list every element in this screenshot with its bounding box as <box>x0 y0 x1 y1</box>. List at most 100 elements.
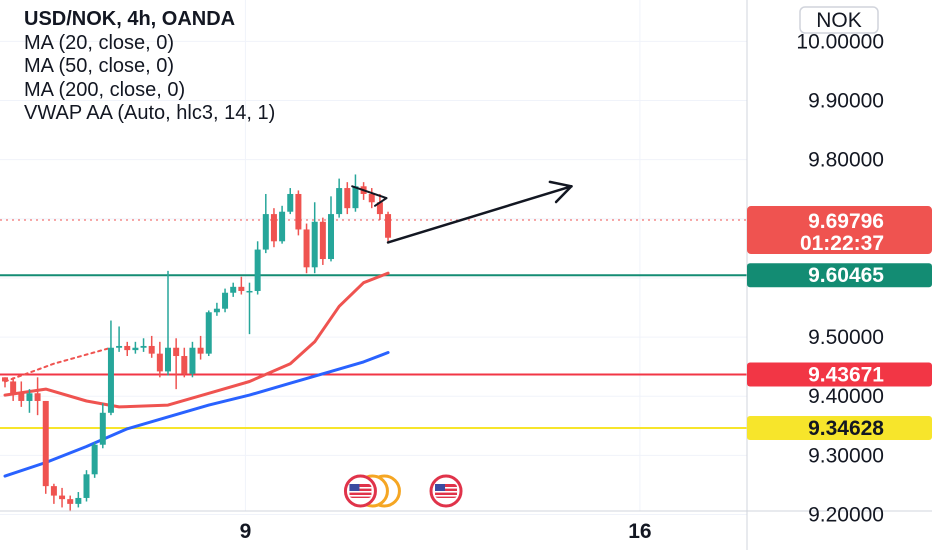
candle-body <box>352 186 359 209</box>
level-label-text: 9.34628 <box>808 417 884 440</box>
vwap-dotted-line <box>4 346 112 383</box>
candle-body <box>385 214 392 238</box>
trend-arrow-line <box>386 185 573 244</box>
candle-body <box>246 290 253 293</box>
chart-legend: USD/NOK, 4h, OANDA MA (20, close, 0) MA … <box>24 8 275 126</box>
candle-body <box>116 345 123 348</box>
level-label: 9.43671 <box>747 362 932 387</box>
level-label: 9.60465 <box>747 263 932 288</box>
candle-body <box>311 221 318 268</box>
last-price-value: 9.69796 <box>808 210 884 233</box>
candle-body <box>124 345 131 351</box>
candle-body <box>262 214 269 250</box>
currency-badge[interactable]: NOK <box>799 6 879 34</box>
candle-body <box>173 347 180 357</box>
price-tick-label: 9.50000 <box>808 326 884 349</box>
candle-body <box>222 292 229 309</box>
symbol-title[interactable]: USD/NOK, 4h, OANDA <box>24 8 236 30</box>
flag-stripe <box>435 491 458 493</box>
level-label-text: 9.43671 <box>808 364 884 387</box>
candle-body <box>303 229 310 268</box>
candle-body <box>26 393 33 401</box>
indicator-vwap[interactable]: VWAP AA (Auto, hlc3, 14, 1) <box>24 102 276 124</box>
time-tick-label: 9 <box>240 520 252 543</box>
candle-body <box>295 193 302 230</box>
price-tick-label: 9.80000 <box>808 149 884 172</box>
candle-body <box>319 221 326 260</box>
candle-body <box>344 188 351 209</box>
grid-lines <box>0 0 747 516</box>
flag-stripe <box>435 495 458 497</box>
flag-canton <box>349 484 360 491</box>
candle-body <box>213 308 220 313</box>
ma50-line <box>3 351 390 478</box>
ma20-line <box>3 271 390 409</box>
drawings <box>351 180 573 244</box>
candle-body <box>10 381 17 394</box>
last-price-bg <box>747 206 932 255</box>
candle-body <box>270 214 277 242</box>
short-arrow-line <box>351 185 388 200</box>
candle-body <box>189 347 196 374</box>
candle-body <box>376 202 383 215</box>
moving-averages <box>3 271 390 478</box>
candle-body <box>132 347 139 351</box>
candle-body <box>75 497 82 504</box>
currency-badge-box <box>799 6 879 34</box>
candle-body <box>91 444 98 475</box>
event-markers <box>343 474 463 508</box>
candle-body <box>328 214 334 260</box>
short-arrow-head <box>374 197 388 207</box>
candle-body <box>279 211 286 242</box>
flag-stripe <box>435 487 458 489</box>
indicator-ma50[interactable]: MA (50, close, 0) <box>24 55 175 77</box>
flag-stripe <box>349 491 372 493</box>
flag-stripe <box>349 495 372 497</box>
price-tick-label: 9.20000 <box>808 504 884 527</box>
candle-body <box>148 345 155 354</box>
candle-body <box>197 347 204 354</box>
candle-body <box>67 499 74 504</box>
level-label-bg <box>747 263 932 288</box>
candle-body <box>34 393 41 401</box>
candle-body <box>140 345 147 348</box>
candles <box>2 174 392 512</box>
level-label-text: 9.60465 <box>808 264 884 287</box>
candle-body <box>254 249 261 291</box>
us-flag-icon <box>429 474 463 508</box>
flag-stripe <box>349 487 372 489</box>
candle-body <box>42 400 49 487</box>
price-tick-label: 9.30000 <box>808 444 884 467</box>
indicator-ma200[interactable]: MA (200, close, 0) <box>24 78 186 101</box>
candle-body <box>2 377 8 382</box>
currency-badge-label: NOK <box>816 9 862 32</box>
candle-body <box>99 412 106 445</box>
candle-body <box>83 474 90 498</box>
countdown-timer: 01:22:37 <box>800 232 884 255</box>
us-flag-icon <box>343 474 377 508</box>
candle-body <box>205 312 212 354</box>
candle-body <box>156 353 163 372</box>
price-tick-label: 9.40000 <box>808 385 884 408</box>
candle-body <box>230 286 237 293</box>
time-tick-label: 16 <box>628 520 651 543</box>
flag-canton <box>435 484 446 491</box>
level-label: 9.34628 <box>747 416 932 441</box>
price-tick-label: 10.00000 <box>796 30 884 53</box>
level-label-bg <box>747 362 932 387</box>
candle-body <box>336 188 343 215</box>
horizontal-levels <box>0 274 747 430</box>
indicator-ma20[interactable]: MA (20, close, 0) <box>24 31 175 54</box>
level-label-bg <box>747 416 932 441</box>
candle-body <box>59 495 66 500</box>
trend-arrow-head <box>548 180 573 188</box>
candle-body <box>368 193 375 203</box>
trend-arrow-head <box>554 185 573 204</box>
candle-body <box>50 486 57 496</box>
candle-body <box>238 286 245 291</box>
candle-body <box>287 193 294 212</box>
